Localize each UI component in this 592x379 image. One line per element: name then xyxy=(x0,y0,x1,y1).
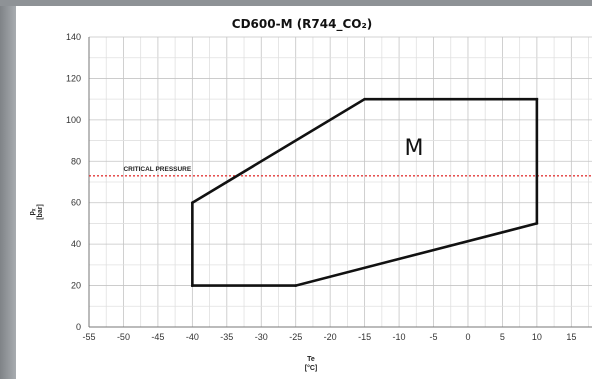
x-tick-label: -45 xyxy=(151,332,164,342)
x-tick-label: 10 xyxy=(532,332,542,342)
envelope-vertex xyxy=(294,284,298,287)
axes xyxy=(88,37,592,328)
chart-svg: CD600-M (R744_CO₂) -55 -50 -45 -40 -35 -30 -25… xyxy=(29,17,592,372)
x-tick-label: -50 xyxy=(117,332,130,342)
critical-pressure-layer: CRITICAL PRESSURE xyxy=(89,166,592,177)
region-label-m: M xyxy=(405,136,424,161)
y-tick-label: 140 xyxy=(66,32,81,42)
x-tick-label: 5 xyxy=(500,332,505,342)
envelope-vertex xyxy=(363,97,366,101)
envelope-vertex xyxy=(535,97,539,101)
envelope-vertex xyxy=(535,222,539,225)
x-tick-label: -25 xyxy=(289,332,302,342)
y-axis-label: pᵪ xyxy=(29,208,36,215)
y-tick-label: 0 xyxy=(76,322,81,332)
x-tick-label: -55 xyxy=(82,332,95,342)
y-tick-label: 40 xyxy=(71,239,81,249)
x-tick-label: -20 xyxy=(324,332,337,342)
background-left-strip xyxy=(0,0,16,379)
x-tick-label: -15 xyxy=(358,332,371,342)
x-tick-label: -30 xyxy=(255,332,268,342)
y-tick-label: 100 xyxy=(66,115,81,125)
x-tick-label: -35 xyxy=(220,332,233,342)
x-tick-label: 15 xyxy=(566,332,576,342)
x-tick-label: -5 xyxy=(430,332,438,342)
x-axis-unit: [°C] xyxy=(305,364,318,372)
x-axis-label: Te xyxy=(307,356,315,363)
chart-panel: CD600-M (R744_CO₂) -55 -50 -45 -40 -35 -30 -25… xyxy=(16,6,592,379)
envelope-vertex xyxy=(191,201,194,205)
x-tick-label: 0 xyxy=(465,332,470,342)
background-top-strip xyxy=(0,0,592,6)
y-tick-label: 80 xyxy=(71,156,81,166)
grid-lines xyxy=(88,36,592,328)
series-layer xyxy=(191,97,539,287)
envelope-vertex xyxy=(191,284,194,287)
chart-title: CD600-M (R744_CO₂) xyxy=(232,17,372,32)
y-tick-label: 120 xyxy=(66,73,81,83)
critical-pressure-label: CRITICAL PRESSURE xyxy=(123,166,191,173)
y-axis-unit: [bar] xyxy=(37,204,44,220)
tick-labels: -55 -50 -45 -40 -35 -30 -25 -20 -15 -10 -5 0 5 10 1502… xyxy=(66,32,576,342)
y-tick-label: 60 xyxy=(71,198,81,208)
y-tick-label: 20 xyxy=(71,281,81,291)
x-tick-label: -10 xyxy=(393,332,406,342)
x-tick-label: -40 xyxy=(186,332,199,342)
